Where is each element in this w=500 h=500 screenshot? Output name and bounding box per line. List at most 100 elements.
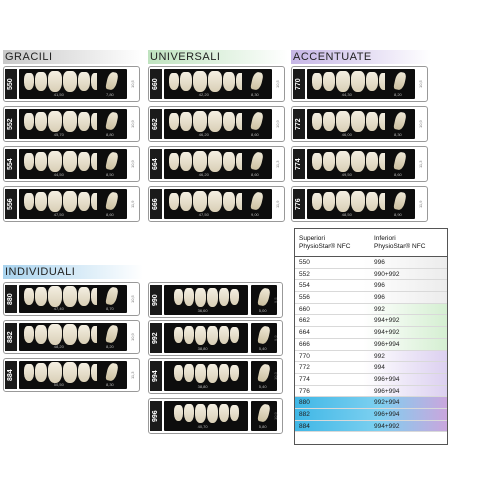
mould-code: 774 bbox=[293, 149, 305, 179]
tooth-shape bbox=[366, 151, 378, 171]
tooth-shape bbox=[48, 361, 62, 383]
tooth-shape bbox=[229, 405, 239, 421]
inferiori-cell: 996 bbox=[374, 259, 385, 266]
height-measure: 9,5 bbox=[273, 297, 278, 303]
mould-code: 556 bbox=[5, 189, 17, 219]
side-profile-view: 5,40 bbox=[251, 361, 277, 391]
tooth-profile-shape bbox=[257, 325, 271, 345]
tooth-shape bbox=[78, 191, 90, 211]
tooth-shape bbox=[91, 192, 101, 210]
mould-code: 776 bbox=[293, 189, 305, 219]
tooth-profile-shape bbox=[105, 286, 119, 306]
side-profile-view: 5,00 bbox=[251, 285, 277, 315]
tooth-shape bbox=[223, 71, 235, 91]
depth-measure: 9,00 bbox=[251, 212, 259, 217]
superiori-cell: 664 bbox=[299, 329, 310, 337]
tooth-shape bbox=[63, 323, 77, 345]
depth-measure: 8,80 bbox=[106, 132, 114, 137]
mould-code: 882 bbox=[5, 323, 17, 351]
table-row: 552 990+992 bbox=[295, 268, 447, 281]
tooth-shape bbox=[91, 112, 101, 130]
mould-card-accentuate: 772 46,00 8,30 10,9 bbox=[291, 106, 428, 142]
mould-code: 884 bbox=[5, 361, 17, 389]
table-row: 770 992 bbox=[295, 350, 447, 363]
tooth-profile-shape bbox=[393, 111, 407, 131]
mould-card-accentuate: 770 44,30 8,20 10,5 bbox=[291, 66, 428, 102]
tooth-shape bbox=[63, 150, 77, 172]
table-row: 664 994+992 bbox=[295, 327, 447, 339]
side-profile-view: 5,40 bbox=[251, 323, 277, 353]
superiori-cell: 882 bbox=[299, 410, 310, 418]
header-inferiori-title: Inferiori bbox=[374, 235, 396, 242]
front-teeth-view: 44,50 bbox=[19, 149, 106, 179]
tooth-shape bbox=[206, 287, 218, 307]
front-teeth-view: 50,50 bbox=[19, 361, 106, 389]
side-profile-view: 8,50 bbox=[97, 149, 127, 179]
mould-card-inferiori: 996 40,70 5,80 10,9 bbox=[148, 398, 283, 434]
height-measure: 11,3 bbox=[418, 160, 423, 168]
tooth-shape bbox=[35, 151, 47, 171]
tooth-shape bbox=[312, 72, 322, 90]
mould-code: 990 bbox=[150, 285, 162, 315]
tooth-shape bbox=[218, 404, 229, 422]
tooth-shape bbox=[91, 363, 101, 381]
tooth-shape bbox=[180, 71, 192, 91]
width-measure: 45,70 bbox=[53, 132, 64, 137]
tooth-shape bbox=[180, 151, 192, 171]
inferiori-cell: 994+992 bbox=[374, 329, 400, 337]
tooth-shape bbox=[351, 110, 365, 132]
depth-measure: 8,20 bbox=[106, 344, 114, 349]
depth-measure: 8,30 bbox=[251, 92, 259, 97]
tooth-shape bbox=[63, 361, 77, 383]
side-profile-view: 9,00 bbox=[242, 189, 272, 219]
tooth-shape bbox=[206, 363, 218, 383]
tooth-shape bbox=[183, 288, 194, 306]
header-superiori: Superiori PhysioStar® NFC bbox=[295, 229, 370, 256]
mould-code: 992 bbox=[150, 323, 162, 353]
tooth-profile-shape bbox=[250, 71, 264, 91]
front-teeth-view: 45,70 bbox=[19, 109, 106, 139]
tooth-shape bbox=[48, 190, 62, 212]
depth-measure: 8,70 bbox=[106, 306, 114, 311]
tooth-shape bbox=[24, 192, 34, 210]
front-teeth-view: 38,80 bbox=[164, 361, 248, 391]
tooth-shape bbox=[35, 286, 47, 306]
tooth-shape bbox=[35, 191, 47, 211]
inferiori-cell: 994 bbox=[374, 364, 385, 372]
tooth-shape bbox=[173, 289, 183, 305]
tooth-shape bbox=[218, 326, 229, 344]
tooth-shape bbox=[236, 192, 246, 210]
superiori-cell: 662 bbox=[299, 317, 310, 325]
table-row: 776 996+994 bbox=[295, 385, 447, 398]
tooth-shape bbox=[48, 323, 62, 345]
tooth-shape bbox=[194, 325, 206, 345]
depth-measure: 8,60 bbox=[106, 212, 114, 217]
side-profile-view: 8,20 bbox=[385, 69, 415, 99]
side-profile-view: 8,80 bbox=[97, 109, 127, 139]
inferiori-cell: 990+992 bbox=[374, 270, 400, 278]
side-profile-view: 5,80 bbox=[251, 401, 277, 431]
width-measure: 36,60 bbox=[197, 308, 208, 313]
inferiori-cell: 994+992 bbox=[374, 422, 400, 430]
tooth-shape bbox=[236, 72, 246, 90]
tooth-shape bbox=[91, 72, 101, 90]
tooth-profile-shape bbox=[393, 71, 407, 91]
side-profile-view: 8,30 bbox=[385, 109, 415, 139]
tooth-shape bbox=[229, 289, 239, 305]
depth-measure: 5,00 bbox=[258, 308, 267, 313]
table-row: 660 992 bbox=[295, 303, 447, 316]
side-profile-view: 8,60 bbox=[385, 149, 415, 179]
tooth-shape bbox=[379, 152, 389, 170]
tooth-shape bbox=[35, 324, 47, 344]
header-inferiori-sub: PhysioStar® NFC bbox=[374, 243, 426, 250]
tooth-shape bbox=[35, 111, 47, 131]
superiori-cell: 660 bbox=[299, 305, 310, 313]
tooth-shape bbox=[323, 111, 335, 131]
tooth-shape bbox=[24, 152, 34, 170]
tooth-shape bbox=[193, 70, 207, 92]
table-row: 556 996 bbox=[295, 292, 447, 304]
mould-code: 772 bbox=[293, 109, 305, 139]
table-row: 666 996+994 bbox=[295, 338, 447, 351]
tooth-shape bbox=[91, 325, 101, 343]
section-heading-universali: UNIVERSALI bbox=[148, 50, 288, 64]
